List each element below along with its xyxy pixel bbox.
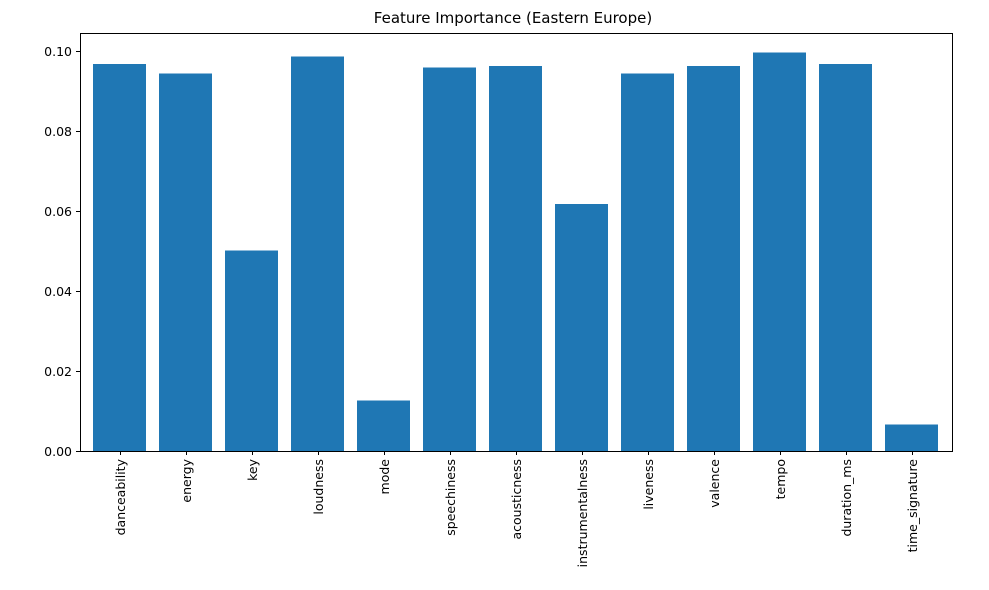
y-tick-label: 0.02 [44, 364, 72, 379]
bar-instrumentalness [555, 203, 608, 451]
chart-title: Feature Importance (Eastern Europe) [374, 9, 652, 27]
y-tick-label: 0.00 [44, 444, 72, 459]
x-tick-label-valence: valence [707, 459, 722, 508]
x-tick-label-loudness: loudness [311, 459, 326, 515]
x-tick-label-liveness: liveness [641, 459, 656, 510]
x-tick-label-speechiness: speechiness [443, 459, 458, 536]
bar-danceability [93, 63, 146, 452]
plot-frame [80, 33, 953, 452]
bars-layer [93, 52, 938, 452]
bar-liveness [621, 73, 674, 452]
bar-valence [687, 65, 740, 452]
bar-energy [159, 73, 212, 452]
bar-mode [357, 400, 410, 451]
x-tick-label-acousticness: acousticness [509, 459, 524, 540]
y-tick-label: 0.04 [44, 284, 72, 299]
bar-duration_ms [819, 63, 872, 452]
bar-acousticness [489, 65, 542, 452]
x-tick-label-duration_ms: duration_ms [839, 459, 854, 537]
x-tick-label-tempo: tempo [773, 459, 788, 499]
bar-key [225, 250, 278, 451]
bar-loudness [291, 56, 344, 451]
x-tick-label-danceability: danceability [113, 458, 128, 535]
x-tick-label-energy: energy [179, 458, 194, 502]
y-tick-label: 0.10 [44, 44, 72, 59]
x-tick-label-mode: mode [377, 459, 392, 495]
bar-tempo [753, 52, 806, 451]
bar-speechiness [423, 67, 476, 452]
x-tick-label-key: key [245, 458, 260, 480]
x-tick-label-instrumentalness: instrumentalness [575, 459, 590, 567]
y-axis: 0.00 0.02 0.04 0.06 0.08 0.10 [44, 44, 81, 459]
y-tick-label: 0.08 [44, 124, 72, 139]
bar-time_signature [885, 424, 938, 451]
x-tick-label-time_signature: time_signature [905, 459, 920, 553]
y-tick-label: 0.06 [44, 204, 72, 219]
x-axis: danceability energy key loudness mode speechi… [113, 451, 920, 567]
